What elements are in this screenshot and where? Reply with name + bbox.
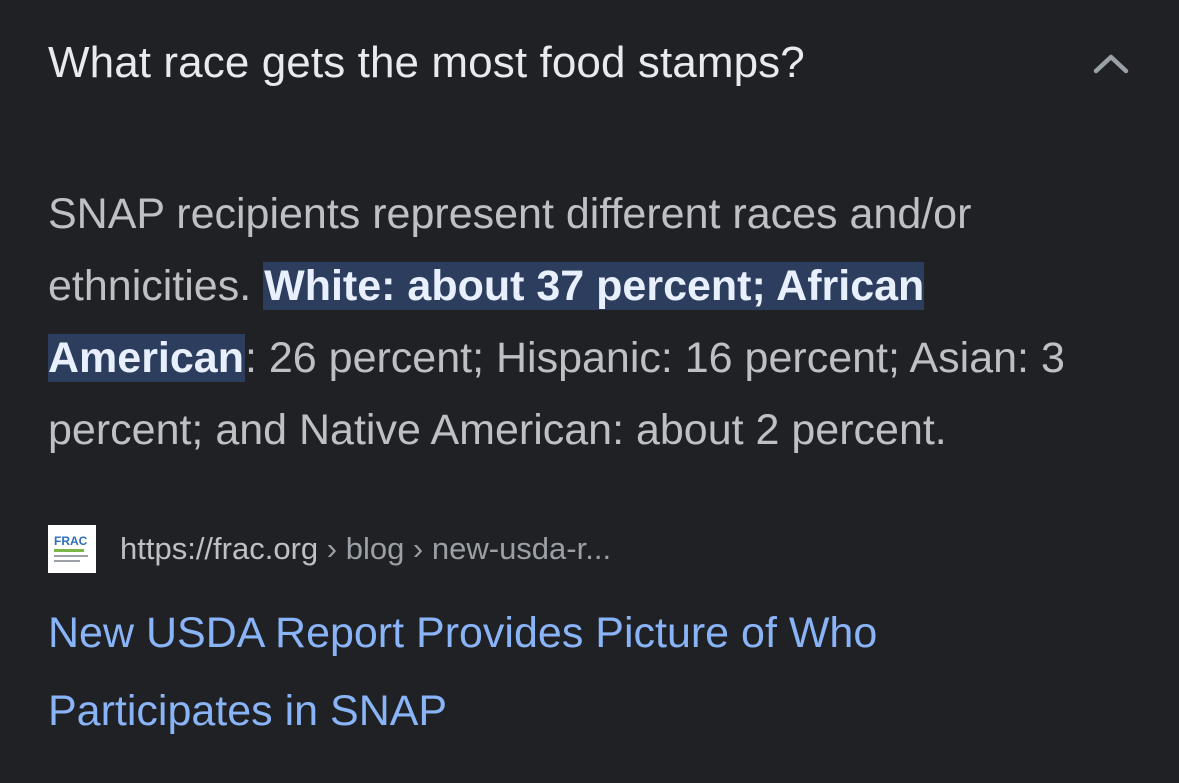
- breadcrumb-page: new-usda-r...: [431, 531, 612, 566]
- breadcrumb-separator: ›: [404, 531, 432, 566]
- source-domain: https://frac.org: [120, 531, 319, 566]
- faq-question: What race gets the most food stamps?: [48, 38, 805, 87]
- answer-snippet: SNAP recipients represent different race…: [48, 178, 1138, 466]
- answer-rest-text: : 26 percent; Hispanic: 16 percent; Asia…: [48, 334, 1065, 454]
- frac-logo-icon: FRAC: [48, 525, 96, 573]
- faq-question-toggle[interactable]: What race gets the most food stamps?: [48, 28, 1131, 98]
- source-link[interactable]: FRAC https://frac.org › blog › new-usda-…: [48, 524, 611, 574]
- answer-lead-text: SNAP recipients represent different race…: [48, 190, 972, 310]
- favicon-text: FRAC: [54, 534, 88, 548]
- chevron-up-icon[interactable]: [1091, 43, 1131, 83]
- breadcrumb-blog: blog: [345, 531, 405, 566]
- source-url: https://frac.org › blog › new-usda-r...: [120, 531, 611, 567]
- result-title-link[interactable]: New USDA Report Provides Picture of Who …: [48, 609, 878, 735]
- breadcrumb-separator: ›: [318, 531, 346, 566]
